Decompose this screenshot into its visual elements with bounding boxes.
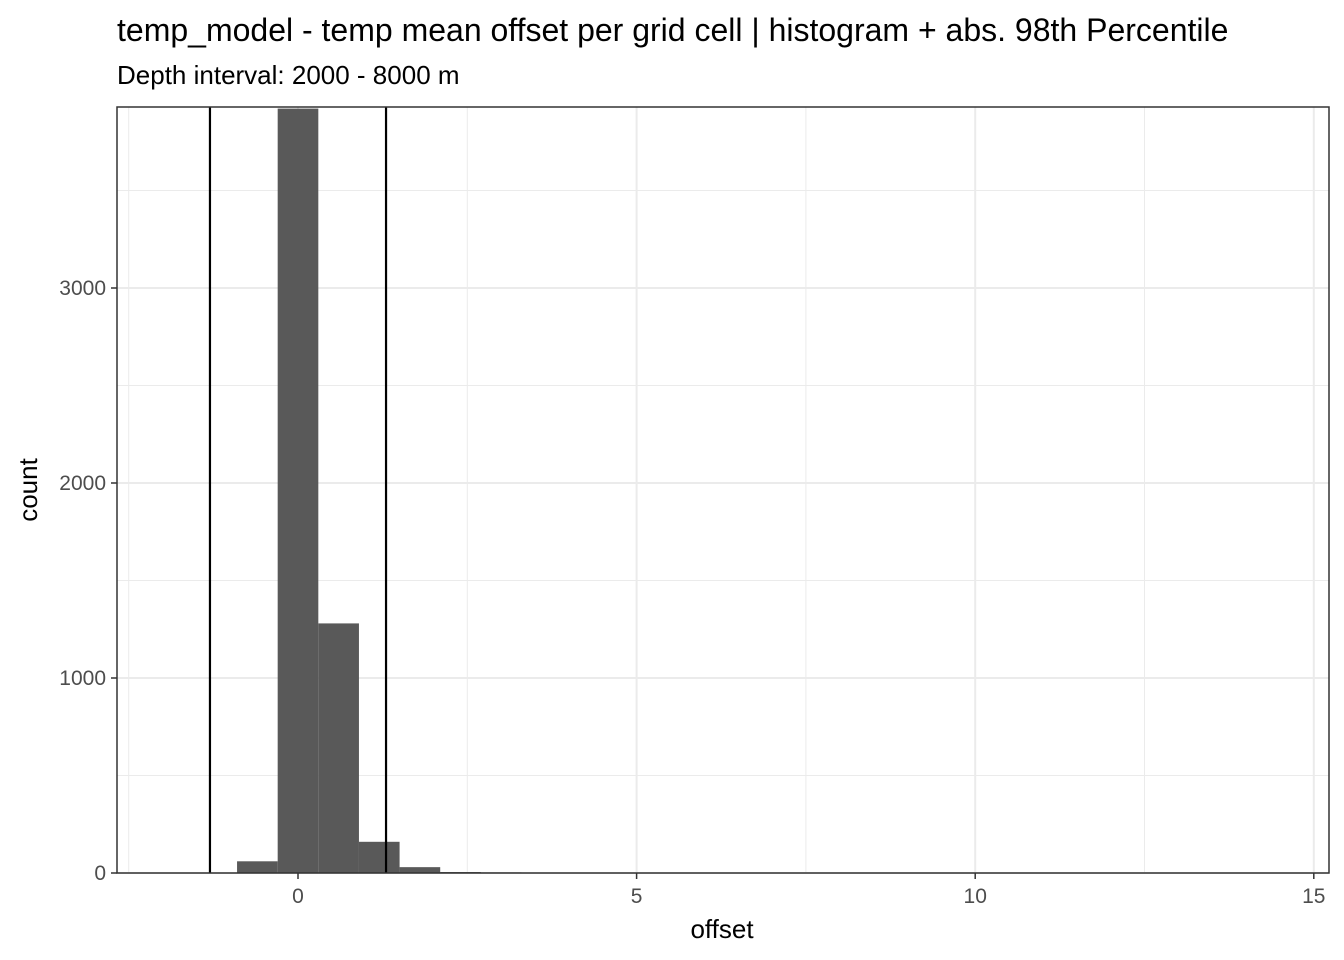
histogram-bar [399,867,441,873]
panel-border [116,106,1330,874]
x-tick-label: 10 [964,885,987,908]
histogram-bars [237,108,522,873]
y-axis-title: count [13,457,43,521]
y-tick-label: 2000 [59,472,106,495]
x-tick-label: 15 [1302,885,1325,908]
chart-subtitle: Depth interval: 2000 - 8000 m [117,60,460,90]
y-tick-label: 3000 [59,277,106,300]
plot-panel: 0 5 10 15 0 1000 2000 3000 [59,106,1330,908]
x-tick-label: 5 [631,885,643,908]
histogram-bar [237,861,278,873]
y-tick-label: 1000 [59,667,106,690]
y-tick-label: 0 [94,862,106,885]
chart-title: temp_model - temp mean offset per grid c… [117,12,1228,48]
histogram-bar [358,841,400,873]
x-tick-label: 0 [292,885,304,908]
x-axis-title: offset [690,914,754,944]
histogram-bar [277,108,319,873]
histogram-bar [318,623,359,873]
